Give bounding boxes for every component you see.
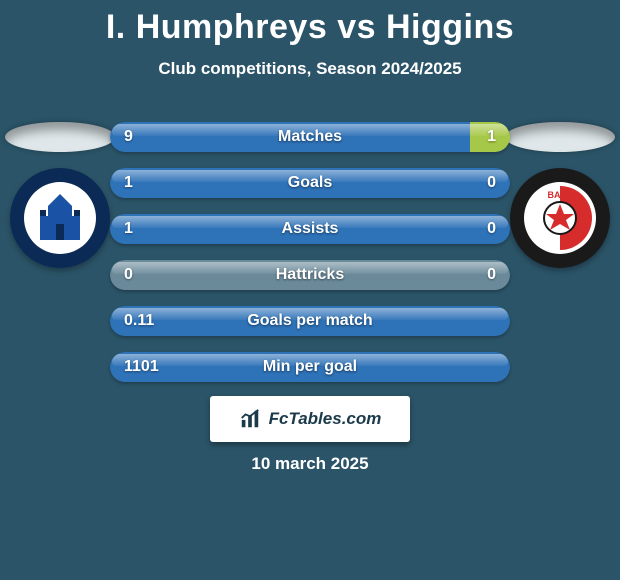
chart-icon xyxy=(239,408,261,430)
site-badge[interactable]: FcTables.com xyxy=(210,396,410,442)
stat-bar: 0.11Goals per match xyxy=(110,306,510,336)
bala-town-crest-icon: BALA xyxy=(510,168,610,268)
right-player-slot: BALA xyxy=(500,100,620,268)
bar-label: Goals xyxy=(110,174,510,192)
comparison-panel: BALA 91Matches 10Goals 10Assists 00Hattrick… xyxy=(0,100,620,400)
bar-label: Hattricks xyxy=(110,266,510,284)
right-club-crest: BALA xyxy=(510,168,610,268)
left-club-crest xyxy=(10,168,110,268)
stat-bar: 10Assists xyxy=(110,214,510,244)
stat-bar: 91Matches xyxy=(110,122,510,152)
page-title: I. Humphreys vs Higgins xyxy=(0,0,620,47)
footer-date: 10 march 2025 xyxy=(0,454,620,474)
stat-bars: 91Matches 10Goals 10Assists 00Hattricks 0.11… xyxy=(110,122,510,398)
stat-bar: 1101Min per goal xyxy=(110,352,510,382)
bar-label: Goals per match xyxy=(110,312,510,330)
bar-label: Matches xyxy=(110,128,510,146)
site-badge-text: FcTables.com xyxy=(269,409,382,429)
bar-label: Assists xyxy=(110,220,510,238)
right-player-silhouette xyxy=(505,122,615,152)
stat-bar: 00Hattricks xyxy=(110,260,510,290)
page-subtitle: Club competitions, Season 2024/2025 xyxy=(0,59,620,79)
bar-label: Min per goal xyxy=(110,358,510,376)
left-player-silhouette xyxy=(5,122,115,152)
stat-bar: 10Goals xyxy=(110,168,510,198)
haverfordwest-crest-icon xyxy=(10,168,110,268)
svg-text:BALA: BALA xyxy=(548,190,573,200)
left-player-slot xyxy=(0,100,120,268)
